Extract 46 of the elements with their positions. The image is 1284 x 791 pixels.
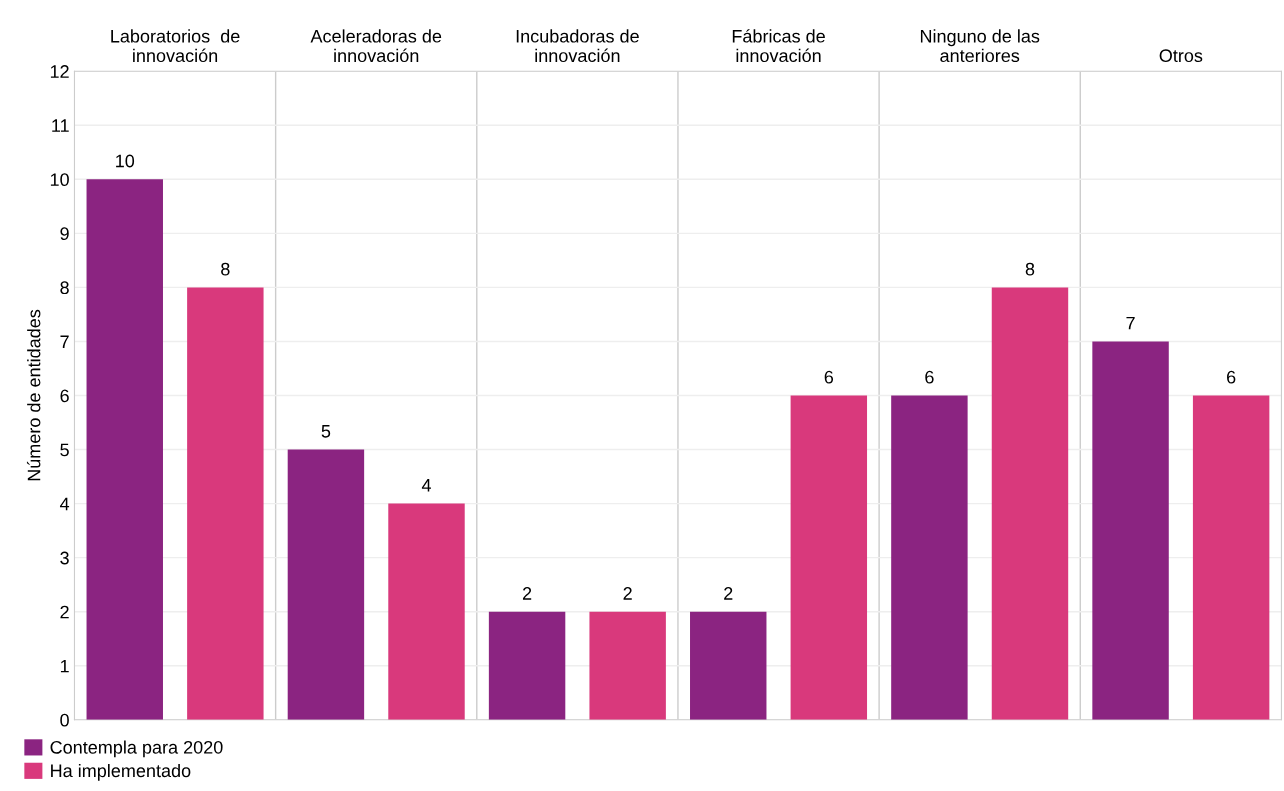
x-tick-label: Ninguno de las anteriores [920, 29, 1040, 63]
bar [891, 395, 968, 720]
x-tick-label: Incubadoras de innovación [516, 29, 639, 63]
data-label: 8 [221, 262, 230, 276]
bar [1092, 341, 1169, 720]
y-tick-label: 8 [60, 281, 69, 295]
y-tick-label: 5 [60, 443, 69, 457]
bar [690, 611, 767, 720]
y-tick-label: 4 [59, 497, 70, 511]
bar [991, 287, 1069, 720]
data-label: 2 [724, 587, 733, 600]
x-tick-label: Otros [1159, 49, 1203, 63]
data-label: 2 [522, 587, 532, 600]
legend-label: Contempla para 2020 [50, 740, 223, 758]
y-tick-label: 9 [60, 227, 69, 241]
x-tick-label: Aceleradoras de innovación [310, 29, 442, 63]
bar [187, 287, 264, 720]
data-label: 8 [1025, 262, 1035, 276]
y-tick-label: 7 [60, 335, 69, 348]
bar [1192, 395, 1270, 720]
y-tick-label: 6 [60, 389, 69, 403]
y-axis-title: Número de entidades [26, 309, 41, 481]
y-tick-label: 3 [60, 551, 69, 565]
bar [589, 611, 666, 720]
y-tick-label: 1 [60, 659, 69, 673]
data-label: 6 [1227, 370, 1236, 384]
bar [388, 503, 465, 720]
bar [488, 611, 566, 720]
y-tick-label: 0 [60, 713, 69, 727]
y-tick-label: 12 [50, 65, 69, 78]
legend-label: Ha implementado [51, 763, 191, 781]
data-label: 2 [623, 587, 632, 600]
data-label: 7 [1126, 316, 1135, 330]
y-tick-label: 2 [60, 605, 69, 619]
data-label: 4 [421, 479, 431, 492]
data-label: 10 [116, 154, 135, 168]
y-tick-label: 11 [52, 119, 69, 132]
data-label: 6 [925, 370, 934, 384]
y-tick-label: 10 [50, 173, 69, 187]
data-label: 6 [824, 370, 834, 384]
x-tick-label: Laboratorios de innovación [111, 29, 240, 63]
bar [790, 395, 868, 720]
bar [86, 179, 163, 720]
bar [287, 449, 365, 720]
x-tick-label: Fábricas de innovación [732, 29, 825, 63]
data-label: 5 [321, 425, 331, 438]
